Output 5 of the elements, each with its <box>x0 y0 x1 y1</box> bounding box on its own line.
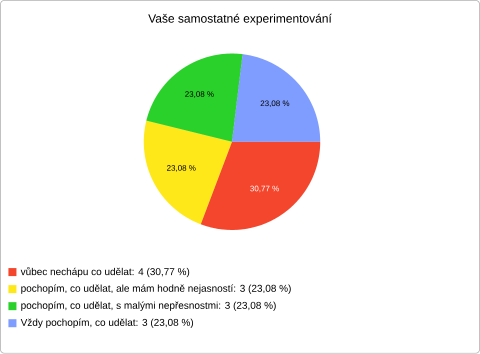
legend-label: pochopím, co udělat, s malými nepřesnostmi: 3 (23,08 %) <box>21 302 276 312</box>
legend-label: pochopím, co udělat, ale mám hodně nejasností: 3 (23,08 %) <box>21 284 291 294</box>
chart-title: Vaše samostatné experimentování <box>148 14 332 26</box>
legend-label: vůbec nechápu co udělat: 4 (30,77 %) <box>20 267 190 278</box>
legend-label: Vždy pochopím, co udělat: 3 (23,08 %) <box>20 318 194 328</box>
